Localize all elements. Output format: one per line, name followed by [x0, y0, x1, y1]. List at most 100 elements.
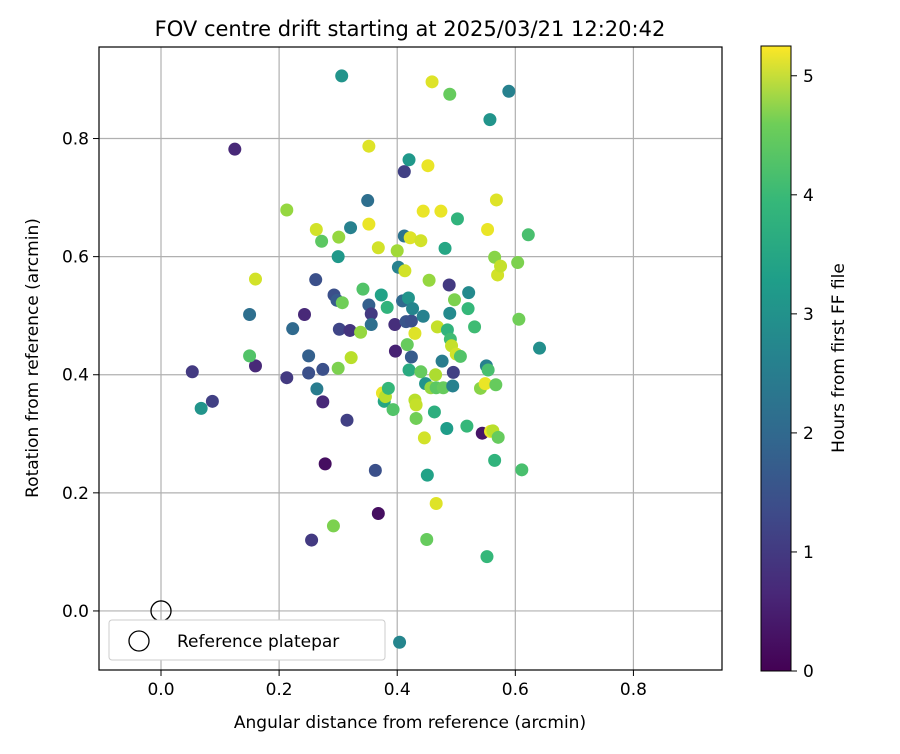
data-point [438, 241, 452, 255]
data-point [421, 159, 435, 173]
colorbar: 0 1 2 3 4 5 Hours from first FF file [760, 45, 849, 682]
colorbar-gradient [760, 45, 792, 672]
data-point [400, 338, 414, 352]
data-point [491, 430, 505, 444]
data-point [483, 113, 497, 127]
data-point [332, 322, 346, 336]
y-axis-label: Rotation from reference (arcmin) [23, 218, 43, 498]
data-point [388, 344, 402, 358]
legend: Reference platepar [108, 619, 386, 661]
y-tick-label: 0.8 [62, 130, 89, 150]
data-point [460, 419, 474, 433]
data-point [420, 468, 434, 482]
data-point [248, 272, 262, 286]
y-tick-label: 0.0 [62, 602, 89, 622]
data-point [521, 228, 535, 242]
data-point [332, 230, 346, 244]
data-point [331, 250, 345, 264]
data-point [468, 320, 482, 334]
data-point [316, 362, 330, 376]
data-point [280, 203, 294, 217]
data-point [478, 377, 492, 391]
data-point [243, 349, 257, 363]
data-point [335, 69, 349, 83]
data-point [440, 421, 454, 435]
data-point [434, 204, 448, 218]
data-point [402, 153, 416, 167]
data-point [461, 302, 475, 316]
data-point [481, 363, 495, 377]
data-point [397, 165, 411, 179]
data-point [488, 453, 502, 467]
data-point [408, 326, 422, 340]
x-tick-label: 0.6 [502, 680, 529, 700]
data-point [364, 318, 378, 332]
data-point [443, 87, 457, 101]
data-point [194, 401, 208, 415]
data-point [462, 286, 476, 300]
data-point [447, 293, 461, 307]
data-point [310, 382, 324, 396]
data-point [326, 519, 340, 533]
data-point [453, 349, 467, 363]
colorbar-tick-label: 0 [803, 662, 814, 682]
data-point [390, 244, 404, 258]
data-point [425, 75, 439, 89]
data-point [316, 395, 330, 409]
data-point [494, 259, 508, 273]
colorbar-label: Hours from first FF file [829, 263, 849, 453]
colorbar-tick-label: 2 [803, 424, 814, 444]
data-point [443, 306, 457, 320]
data-point [481, 222, 495, 236]
data-point [512, 312, 526, 326]
data-point [489, 378, 503, 392]
colorbar-ticks: 0 1 2 3 4 5 [791, 67, 814, 682]
data-point [442, 278, 456, 292]
data-point [318, 457, 332, 471]
x-tick-label: 0.8 [620, 680, 647, 700]
data-point [403, 231, 417, 245]
data-point [422, 273, 436, 287]
data-point [398, 264, 412, 278]
data-point [335, 296, 349, 310]
data-points [150, 69, 547, 649]
data-point [309, 273, 323, 287]
colorbar-tick-label: 5 [803, 67, 814, 87]
legend-marker-icon [128, 630, 150, 652]
data-point [371, 507, 385, 521]
data-point [368, 463, 382, 477]
data-point [430, 320, 444, 334]
data-point [302, 366, 316, 380]
y-tick-label: 0.4 [62, 366, 89, 386]
data-point [533, 341, 547, 355]
data-point [435, 354, 449, 368]
x-axis-ticks: 0.0 0.2 0.4 0.6 0.8 [147, 670, 647, 700]
data-point [401, 291, 415, 305]
data-point [446, 379, 460, 393]
data-point [446, 365, 460, 379]
data-point [404, 350, 418, 364]
data-point [286, 322, 300, 336]
data-point [489, 193, 503, 207]
data-point [364, 307, 378, 321]
data-point [414, 365, 428, 379]
plot-frame [98, 46, 723, 671]
data-point [480, 550, 494, 564]
y-axis-ticks: 0.0 0.2 0.4 0.6 0.8 [62, 130, 99, 622]
legend-box [108, 619, 386, 661]
data-point [340, 413, 354, 427]
data-point [402, 363, 416, 377]
data-point [344, 221, 358, 235]
data-point [298, 308, 312, 322]
grid-lines [99, 47, 722, 670]
x-tick-label: 0.0 [147, 680, 174, 700]
data-point [388, 318, 402, 332]
data-point [515, 463, 529, 477]
data-point [374, 288, 388, 302]
x-tick-label: 0.2 [266, 680, 293, 700]
data-point [429, 496, 443, 510]
colorbar-tick-label: 1 [803, 543, 814, 563]
data-point [381, 381, 395, 395]
data-point [416, 309, 430, 323]
